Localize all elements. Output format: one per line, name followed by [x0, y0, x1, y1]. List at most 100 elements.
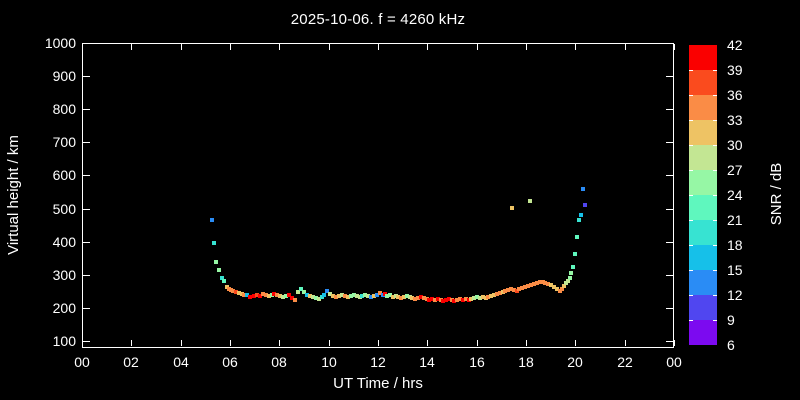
data-point	[360, 294, 364, 298]
y-tick-label: 700	[52, 134, 76, 150]
y-tick	[83, 109, 90, 110]
data-point	[252, 294, 256, 298]
data-point	[237, 291, 241, 295]
data-point	[317, 297, 321, 301]
x-tick-label: 22	[617, 354, 633, 370]
data-point	[220, 276, 224, 280]
data-point	[372, 294, 376, 298]
colorbar-segment	[689, 220, 717, 245]
colorbar-tick	[689, 245, 693, 246]
data-point	[489, 294, 493, 298]
colorbar-tick-label: 6	[727, 337, 735, 353]
colorbar-tick-label: 24	[727, 187, 743, 203]
data-point	[568, 276, 572, 280]
y-tick	[666, 109, 673, 110]
data-point	[366, 294, 370, 298]
colorbar-tick	[713, 95, 717, 96]
data-point	[296, 290, 300, 294]
data-point	[510, 206, 514, 210]
x-axis-label: UT Time / hrs	[333, 375, 423, 392]
data-point	[290, 296, 294, 300]
y-tick	[83, 275, 90, 276]
x-tick	[575, 44, 576, 50]
y-tick-label: 200	[52, 300, 76, 316]
data-point	[579, 213, 583, 217]
y-tick	[83, 43, 90, 44]
x-tick	[131, 44, 132, 50]
data-point	[308, 294, 312, 298]
data-point	[212, 241, 216, 245]
data-point	[562, 284, 566, 288]
data-point	[581, 187, 585, 191]
data-point	[535, 281, 539, 285]
colorbar-tick-label: 36	[727, 87, 743, 103]
data-point	[543, 281, 547, 285]
data-point	[564, 281, 568, 285]
data-point	[264, 293, 268, 297]
colorbar-tick	[689, 70, 693, 71]
data-point	[520, 286, 524, 290]
x-tick	[526, 340, 527, 346]
x-tick	[230, 44, 231, 50]
y-tick	[666, 209, 673, 210]
colorbar-tick	[689, 170, 693, 171]
data-point	[552, 285, 556, 289]
data-point	[416, 296, 420, 300]
colorbar-tick-label: 27	[727, 162, 743, 178]
colorbar-tick	[713, 295, 717, 296]
data-point	[293, 298, 297, 302]
data-point	[526, 284, 530, 288]
data-point	[573, 252, 577, 256]
data-point	[355, 294, 359, 298]
colorbar-segment	[689, 245, 717, 270]
y-tick-label: 1000	[44, 35, 76, 51]
data-point	[331, 294, 335, 298]
colorbar-segment	[689, 45, 717, 70]
x-tick	[82, 340, 83, 346]
data-point	[512, 288, 516, 292]
y-tick	[83, 308, 90, 309]
y-tick-label: 400	[52, 234, 76, 250]
data-point	[346, 295, 350, 299]
data-point	[441, 299, 445, 303]
data-point	[433, 298, 437, 302]
data-point	[528, 199, 532, 203]
colorbar-segment	[689, 95, 717, 120]
data-point	[222, 279, 226, 283]
data-point	[458, 297, 462, 301]
x-tick	[329, 340, 330, 346]
data-point	[517, 287, 521, 291]
colorbar-segment	[689, 320, 717, 345]
y-tick	[666, 142, 673, 143]
colorbar-segment	[689, 145, 717, 170]
colorbar-tick	[689, 145, 693, 146]
data-point	[478, 296, 482, 300]
x-tick	[674, 340, 675, 346]
data-point	[352, 293, 356, 297]
data-point	[396, 295, 400, 299]
data-point	[302, 290, 306, 294]
y-tick	[666, 341, 673, 342]
colorbar-segment	[689, 295, 717, 320]
data-point	[402, 295, 406, 299]
y-tick	[666, 76, 673, 77]
data-point	[278, 294, 282, 298]
x-tick	[230, 340, 231, 346]
x-tick-label: 06	[222, 354, 238, 370]
y-axis-label: Virtual height / km	[5, 135, 22, 255]
colorbar-tick-label: 21	[727, 212, 743, 228]
data-point	[427, 298, 431, 302]
colorbar-tick	[689, 95, 693, 96]
x-tick	[477, 340, 478, 346]
x-tick	[526, 44, 527, 50]
data-point	[452, 299, 456, 303]
data-point	[503, 289, 507, 293]
colorbar-tick-label: 15	[727, 262, 743, 278]
data-point	[314, 296, 318, 300]
colorbar-tick-label: 33	[727, 112, 743, 128]
data-point	[385, 294, 389, 298]
data-point	[363, 293, 367, 297]
data-point	[248, 295, 252, 299]
y-tick	[83, 76, 90, 77]
